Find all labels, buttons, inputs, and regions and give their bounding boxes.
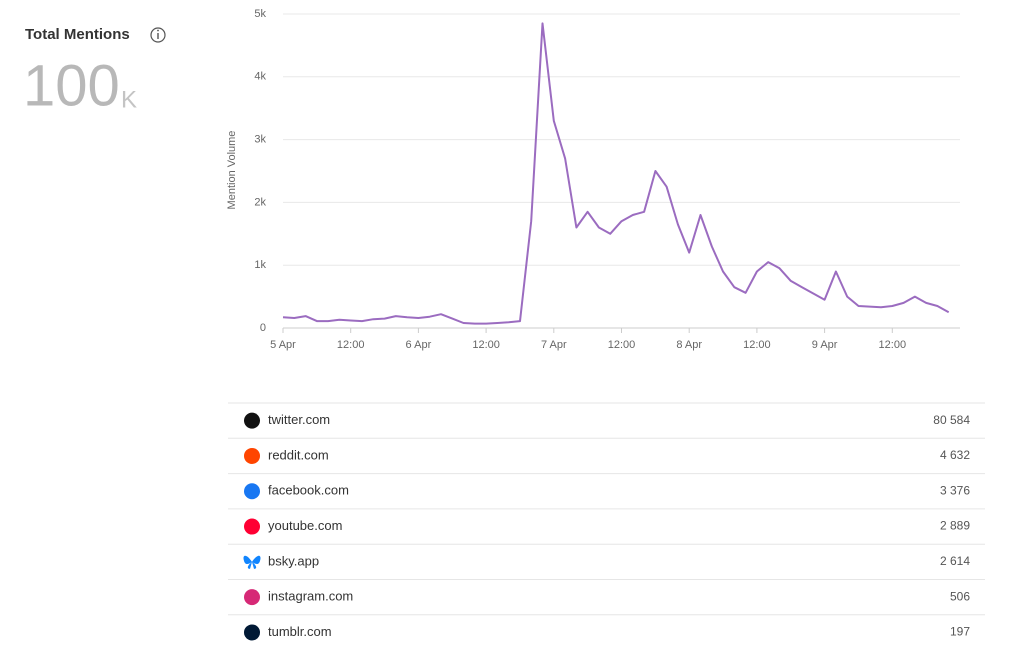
source-name: reddit.com — [268, 447, 329, 462]
x-tick-label: 12:00 — [608, 339, 636, 351]
sources-table: twitter.com 80 584 reddit.com 4 632 facebook… — [228, 402, 985, 641]
mentions-line — [282, 22, 950, 325]
info-icon[interactable] — [150, 27, 166, 43]
y-tick-label: 0 — [260, 322, 266, 334]
x-tick-label: 8 Apr — [676, 339, 702, 351]
y-tick-label: 4k — [254, 71, 266, 83]
total-value: 100 — [23, 53, 120, 118]
x-tick-label: 7 Apr — [541, 339, 567, 351]
source-name: youtube.com — [268, 518, 342, 533]
y-tick-label: 3k — [254, 134, 266, 146]
source-count: 2 889 — [940, 519, 970, 533]
source-icon — [244, 412, 260, 429]
source-icon — [244, 518, 260, 535]
x-tick-label: 12:00 — [472, 339, 500, 351]
x-tick-label: 9 Apr — [812, 339, 838, 351]
source-icon — [243, 555, 261, 569]
source-count: 4 632 — [940, 448, 970, 462]
source-icon — [244, 447, 260, 464]
source-icon — [244, 624, 260, 641]
y-tick-label: 2k — [254, 196, 266, 208]
y-tick-label: 5k — [254, 8, 266, 20]
source-count: 80 584 — [933, 413, 970, 427]
total-unit: K — [121, 86, 137, 113]
source-count: 2 614 — [940, 554, 970, 568]
y-tick-label: 1k — [254, 259, 266, 271]
x-tick-label: 12:00 — [879, 339, 907, 351]
source-icon — [244, 589, 260, 606]
x-tick-label: 5 Apr — [270, 339, 296, 351]
source-name: bsky.app — [268, 553, 319, 568]
y-axis-label: Mention Volume — [226, 131, 238, 210]
source-count: 3 376 — [940, 483, 970, 497]
x-tick-label: 6 Apr — [406, 339, 432, 351]
source-count: 197 — [950, 625, 970, 639]
x-tick-label: 12:00 — [337, 339, 365, 351]
x-tick-label: 12:00 — [743, 339, 771, 351]
chart: 0 1k 2k 3k 4k 5k 5 Apr 12:00 6 Apr 12:00 7 Apr 12:0… — [254, 8, 960, 351]
title: Total Mentions — [25, 26, 130, 43]
source-name: tumblr.com — [268, 624, 332, 639]
source-count: 506 — [950, 589, 970, 603]
source-icon — [244, 483, 260, 500]
source-name: facebook.com — [268, 483, 349, 498]
source-name: instagram.com — [268, 589, 353, 604]
source-name: twitter.com — [268, 412, 330, 427]
